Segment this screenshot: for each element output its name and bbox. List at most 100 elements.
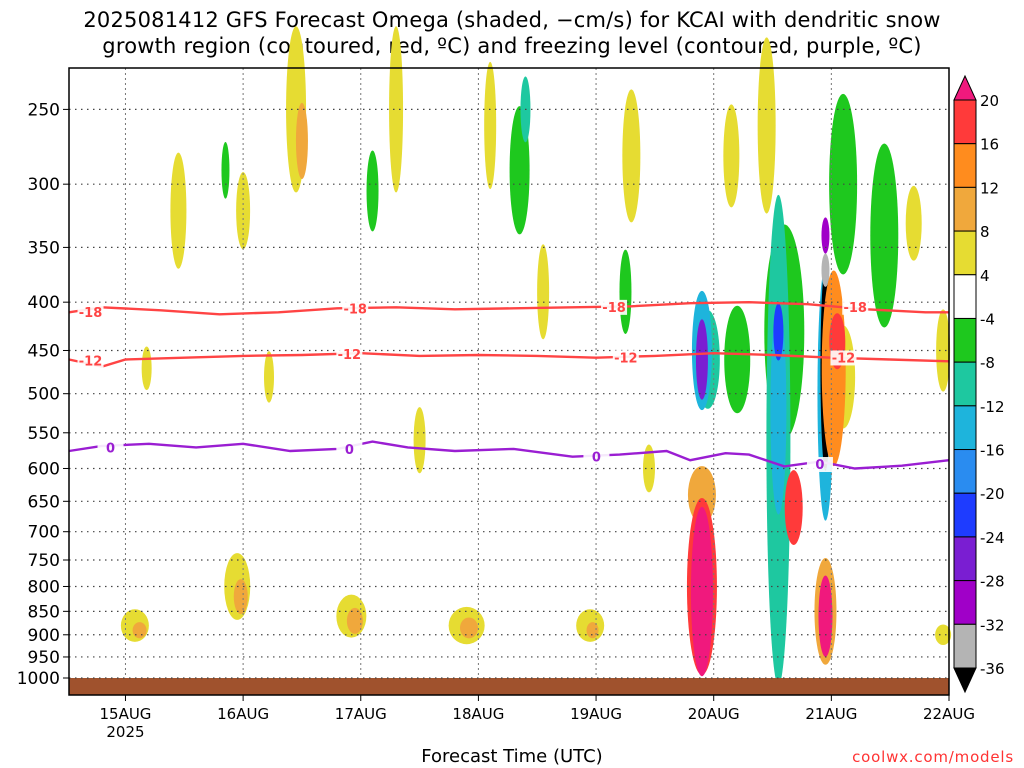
- x-tick-label: 15AUG: [99, 705, 151, 723]
- y-tick-label: 700: [28, 523, 60, 543]
- x-axis-label: Forecast Time (UTC): [421, 746, 603, 767]
- x-tick-label: 22AUG: [923, 705, 975, 723]
- colorbar-top-arrow: [953, 74, 977, 101]
- colorbar-label: 16: [980, 136, 999, 154]
- omega-shade-18: [723, 104, 740, 208]
- contour-label: 0: [345, 443, 354, 458]
- colorbar-label: -16: [980, 442, 1005, 460]
- colorbar-box: [953, 230, 977, 276]
- contour-label-bg: [77, 304, 104, 320]
- omega-shade-16: [643, 444, 655, 493]
- y-tick-label: 650: [28, 492, 60, 512]
- omega-shade-19: [905, 185, 922, 261]
- colorbar-label: -36: [980, 660, 1005, 678]
- omega-shade-22: [236, 172, 251, 250]
- contour-label: -12: [79, 354, 103, 369]
- omega-shade-48: [821, 217, 830, 254]
- contour-label: -18: [79, 306, 103, 321]
- omega-shade-51: [818, 575, 833, 657]
- omega-shade-29: [366, 150, 379, 232]
- contour-label-bg: [601, 299, 628, 315]
- colorbar-label: -4: [980, 310, 995, 328]
- x-tick-label: 21AUG: [805, 705, 857, 723]
- colorbar-label: 12: [980, 179, 999, 197]
- omega-shade-49: [821, 253, 830, 287]
- credit-link[interactable]: coolwx.com/models: [852, 748, 1014, 766]
- y-tick-label: 600: [28, 459, 60, 479]
- y-tick-label: 550: [28, 424, 60, 444]
- omega-shade-24: [484, 61, 497, 190]
- x-tick-label: 16AUG: [217, 705, 269, 723]
- contour-label: 0: [592, 450, 601, 465]
- contour-label-bg: [342, 301, 369, 317]
- omega-shade-52: [821, 270, 846, 467]
- y-tick-label: 350: [28, 238, 60, 258]
- surface-strip: [69, 678, 949, 695]
- chart-title-line-2: growth region (contoured, red, ºC) and f…: [102, 34, 922, 58]
- contour-label: 0: [815, 458, 824, 473]
- colorbar-label: -32: [980, 616, 1005, 634]
- y-tick-label: 750: [28, 551, 60, 571]
- colorbar-box: [953, 274, 977, 319]
- omega-shade-31: [221, 141, 230, 199]
- colorbar-box: [953, 186, 977, 232]
- omega-shade-30: [619, 249, 632, 335]
- x-tick-year-label: 2025: [106, 723, 144, 741]
- colorbar-box: [953, 492, 977, 538]
- y-tick-label: 850: [28, 602, 60, 622]
- omega-shade-21: [936, 309, 951, 392]
- colorbar-box: [953, 405, 977, 451]
- contour-label-bg: [830, 350, 857, 366]
- y-tick-label: 450: [28, 341, 60, 361]
- colorbar-box: [953, 449, 977, 494]
- contour-label: -18: [602, 301, 626, 316]
- colorbar-label: -24: [980, 529, 1005, 547]
- colorbar-label: 20: [980, 92, 999, 110]
- colorbar-box: [953, 536, 977, 582]
- contour-label-bg: [97, 440, 124, 456]
- colorbar-box: [953, 317, 977, 363]
- colorbar-box: [953, 99, 977, 145]
- colorbar-label: -28: [980, 573, 1005, 591]
- colorbar-label: -20: [980, 485, 1005, 503]
- omega-shade-12: [170, 152, 187, 269]
- colorbar-box: [953, 143, 977, 188]
- contour-label-bg: [77, 353, 104, 369]
- chart-title-line-1: 2025081412 GFS Forecast Omega (shaded, −…: [83, 8, 941, 32]
- y-tick-label: 950: [28, 648, 60, 668]
- y-tick-label: 1000: [17, 669, 60, 689]
- omega-shade-20: [935, 624, 952, 646]
- omega-shade-15: [622, 89, 641, 223]
- omega-shade-26: [264, 351, 274, 403]
- colorbar-box: [953, 361, 977, 407]
- omega-shade-11: [295, 102, 308, 180]
- y-tick-label: 900: [28, 626, 60, 646]
- x-tick-label: 20AUG: [688, 705, 740, 723]
- colorbar-label: -12: [980, 398, 1005, 416]
- omega-shade-17: [757, 37, 776, 214]
- x-tick-label: 17AUG: [335, 705, 387, 723]
- colorbar-label: -8: [980, 354, 995, 372]
- contour-0: [68, 440, 950, 470]
- contour--18: [68, 300, 949, 316]
- omega-shade-42: [695, 319, 708, 400]
- colorbar-label: 8: [980, 223, 990, 241]
- omega-shade-7: [460, 617, 478, 639]
- plot-frame: [68, 67, 950, 696]
- colorbar-box: [953, 623, 977, 669]
- omega-shade-5: [346, 607, 363, 634]
- omega-shade-13: [389, 26, 404, 193]
- contour-label-bg: [336, 347, 363, 363]
- y-tick-label: 400: [28, 293, 60, 313]
- contour-label: -18: [843, 301, 867, 316]
- contour-label-bg: [842, 299, 869, 315]
- contour-label: -12: [832, 351, 856, 366]
- omega-shade-23: [141, 346, 152, 391]
- omega-shade-55: [784, 470, 803, 545]
- omega-shade-3: [233, 579, 248, 615]
- contour-label-bg: [583, 449, 610, 465]
- y-tick-label: 800: [28, 577, 60, 597]
- contour-label: -12: [338, 348, 362, 363]
- contour--12: [68, 351, 950, 368]
